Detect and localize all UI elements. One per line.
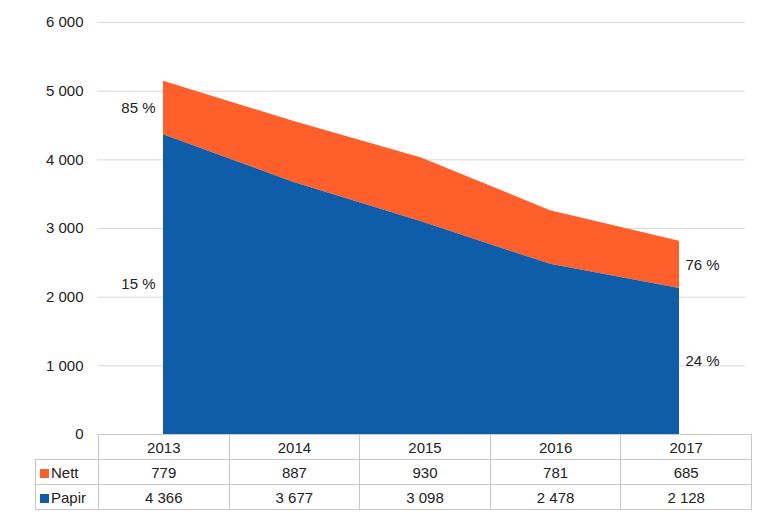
html-text:2013: 2013 [147,438,181,456]
html-text:Papir: Papir [51,488,86,506]
html-text:930: 930 [412,463,438,481]
svg-text:0: 0 [75,425,83,440]
html-text:685: 685 [673,463,699,481]
html-text:Nett: Nett [51,463,79,481]
html-text:2 478: 2 478 [536,488,575,506]
html-text:3 677: 3 677 [275,488,314,506]
svg-text:6 000: 6 000 [46,13,84,30]
html-text:2015: 2015 [408,438,442,456]
html-text:2017: 2017 [669,438,703,456]
svg-text:4 000: 4 000 [46,151,84,168]
svg-text:24 %: 24 % [686,352,720,369]
html-text:4 366: 4 366 [145,488,183,506]
svg-text:76 %: 76 % [686,256,720,273]
html-text:3 098: 3 098 [406,488,444,506]
html-text:2014: 2014 [277,438,312,456]
svg-text:85 %: 85 % [121,99,155,116]
html-text:887: 887 [281,463,307,481]
svg-text:3 000: 3 000 [46,219,84,236]
svg-text:1 000: 1 000 [46,357,84,374]
svg-text:15 %: 15 % [121,275,155,292]
html-text:2016: 2016 [538,438,573,456]
html-text:779: 779 [151,463,177,481]
html-text:781: 781 [543,463,569,481]
svg-text:5 000: 5 000 [46,82,84,99]
svg-text:2 000: 2 000 [46,288,84,305]
html-text:2 128: 2 128 [667,488,705,506]
